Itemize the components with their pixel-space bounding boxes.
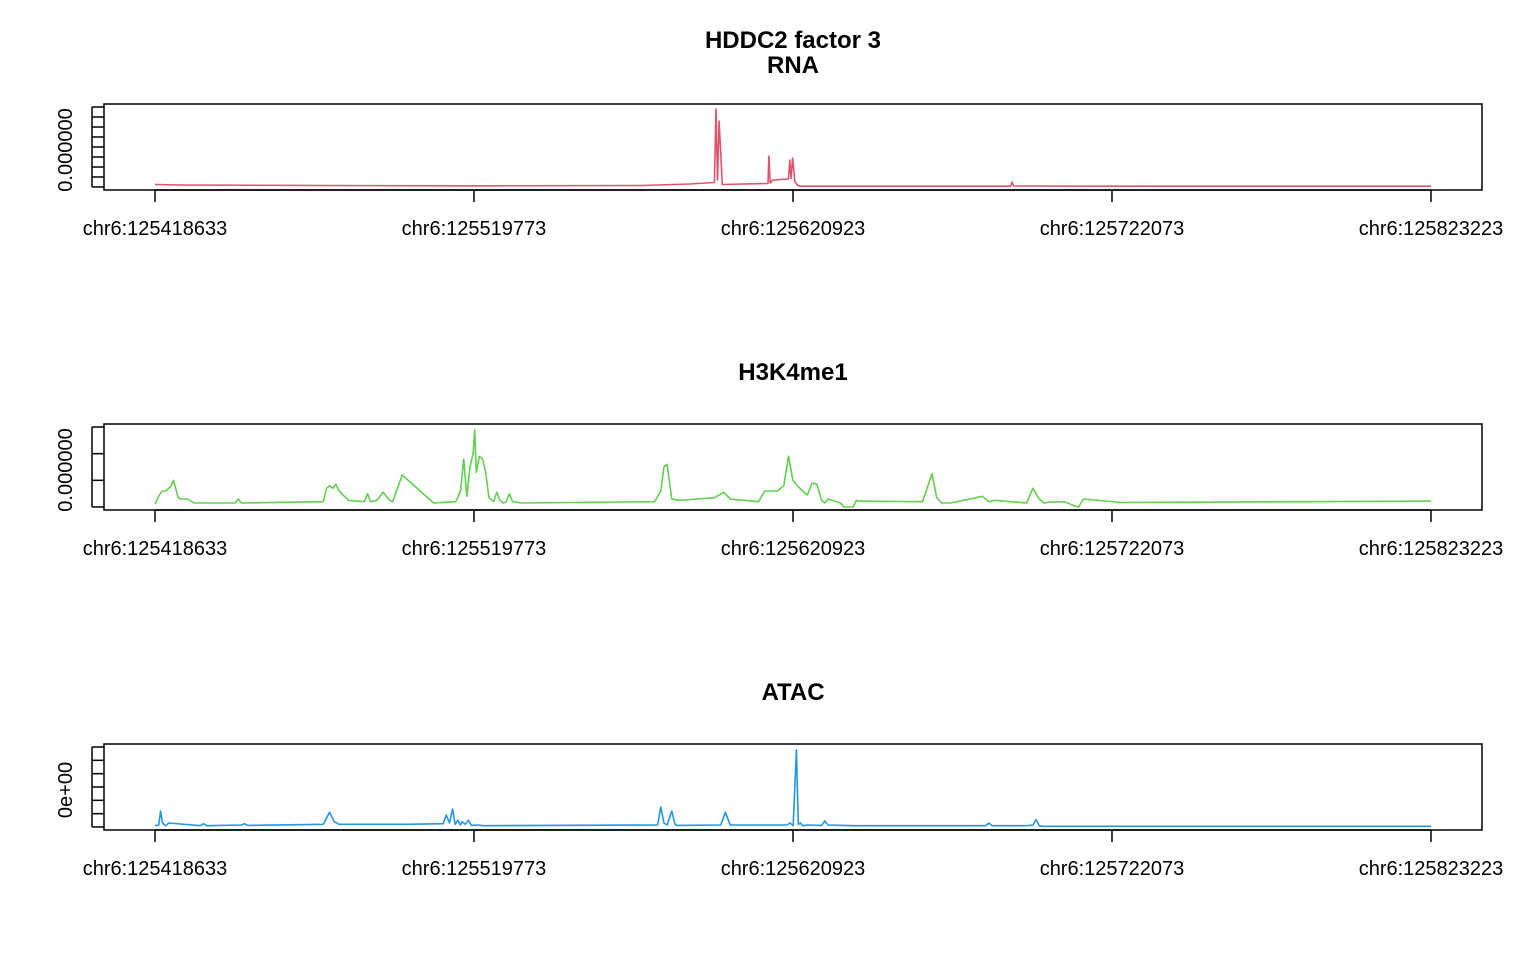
x-tick-label-rna-4: chr6:125823223	[1359, 218, 1504, 240]
figure-title: HDDC2 factor 3	[705, 27, 881, 54]
x-tick-label-h3k4me1-3: chr6:125722073	[1040, 538, 1185, 560]
x-tick-label-rna-0: chr6:125418633	[83, 218, 228, 240]
x-tick-label-h3k4me1-4: chr6:125823223	[1359, 538, 1504, 560]
plot-frame-rna	[103, 103, 1483, 191]
x-tick-label-atac-0: chr6:125418633	[83, 858, 228, 880]
panel-title-rna: RNA	[767, 52, 819, 79]
series-line-rna	[154, 108, 1431, 187]
panel-rna: RNA 0.000000 chr6:125418633 chr6:125519773…	[55, 52, 1503, 240]
x-tick-label-h3k4me1-0: chr6:125418633	[83, 538, 228, 560]
panel-h3k4me1: H3K4me1 0.000000 chr6:125418633 chr6:12551…	[55, 359, 1503, 560]
x-tick-label-atac-4: chr6:125823223	[1359, 858, 1504, 880]
panel-atac: ATAC 0e+00 chr6:125418633 chr6:125519773 ch…	[55, 679, 1503, 880]
x-tick-label-rna-1: chr6:125519773	[402, 218, 547, 240]
x-tick-label-rna-2: chr6:125620923	[721, 218, 866, 240]
series-line-atac	[154, 748, 1431, 828]
x-tick-label-atac-2: chr6:125620923	[721, 858, 866, 880]
y-tick-label-h3k4me1: 0.000000	[55, 428, 77, 511]
x-tick-label-atac-1: chr6:125519773	[402, 858, 547, 880]
series-line-h3k4me1	[154, 428, 1432, 508]
x-tick-label-rna-3: chr6:125722073	[1040, 218, 1185, 240]
x-tick-label-h3k4me1-1: chr6:125519773	[402, 538, 547, 560]
plot-frame-h3k4me1	[103, 423, 1483, 511]
y-tick-label-atac: 0e+00	[55, 762, 77, 818]
x-tick-label-h3k4me1-2: chr6:125620923	[721, 538, 866, 560]
x-tick-label-atac-3: chr6:125722073	[1040, 858, 1185, 880]
y-tick-label-rna: 0.000000	[55, 108, 77, 191]
panel-title-atac: ATAC	[761, 679, 824, 706]
panel-title-h3k4me1: H3K4me1	[738, 359, 847, 386]
